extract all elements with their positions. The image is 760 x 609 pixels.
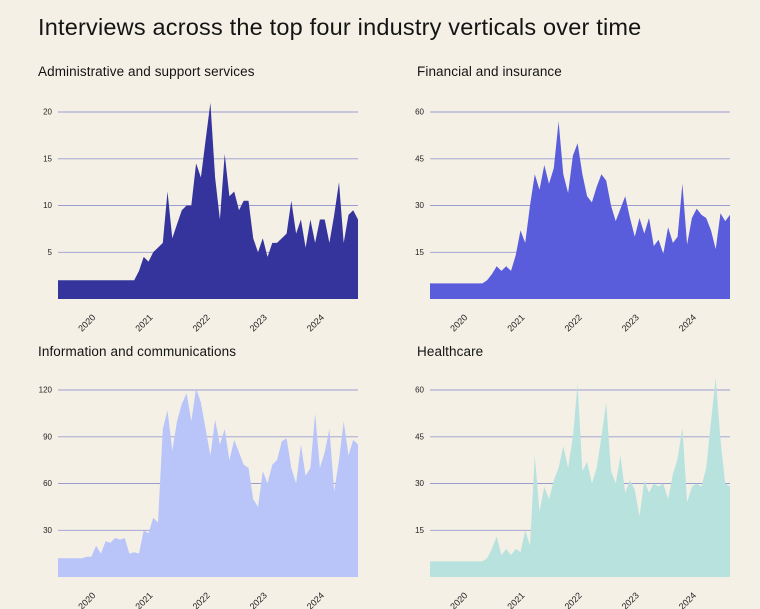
area-path [58, 388, 358, 577]
y-tick-label: 15 [415, 526, 424, 535]
x-tick-label: 2024 [677, 590, 698, 609]
y-tick-label: 60 [43, 479, 52, 488]
chart-title-healthcare: Healthcare [417, 344, 484, 359]
y-tick-label: 20 [43, 108, 52, 117]
area-path [430, 121, 730, 299]
x-tick-label: 2020 [448, 312, 469, 333]
x-tick-label: 2022 [563, 590, 584, 609]
chart-title-information: Information and communications [38, 344, 237, 359]
page-title: Interviews across the top four industry … [38, 14, 642, 40]
y-tick-label: 45 [415, 154, 424, 163]
y-tick-label: 5 [48, 248, 53, 257]
y-tick-label: 30 [415, 201, 424, 210]
y-tick-label: 60 [415, 108, 424, 117]
x-tick-label: 2024 [305, 590, 326, 609]
x-tick-label: 2020 [76, 312, 97, 333]
area-chart-healthcare: 15 30 45 60 2020 2021 2022 2023 2024 [415, 377, 730, 609]
x-tick-label: 2021 [505, 590, 526, 609]
x-tick-label: 2022 [191, 590, 212, 609]
y-tick-label: 120 [39, 386, 53, 395]
y-tick-label: 30 [43, 526, 52, 535]
x-tick-label: 2022 [191, 312, 212, 333]
x-tick-label: 2021 [133, 590, 154, 609]
x-tick-label: 2022 [563, 312, 584, 333]
chart-title-administrative: Administrative and support services [38, 64, 255, 79]
y-tick-label: 15 [43, 154, 52, 163]
x-tick-label: 2020 [448, 590, 469, 609]
y-tick-label: 60 [415, 386, 424, 395]
y-tick-label: 15 [415, 248, 424, 257]
area-path [58, 102, 358, 299]
chart-title-financial: Financial and insurance [417, 64, 562, 79]
x-tick-label: 2024 [677, 312, 698, 333]
x-tick-label: 2024 [305, 312, 326, 333]
area-chart-information: 30 60 90 120 2020 2021 2022 2023 2024 [39, 386, 358, 609]
x-tick-label: 2023 [248, 590, 269, 609]
y-tick-label: 90 [43, 432, 52, 441]
x-tick-label: 2021 [133, 312, 154, 333]
area-path [430, 377, 730, 577]
x-tick-label: 2020 [76, 590, 97, 609]
x-tick-label: 2023 [620, 590, 641, 609]
x-tick-label: 2021 [505, 312, 526, 333]
x-tick-label: 2023 [248, 312, 269, 333]
y-tick-label: 30 [415, 479, 424, 488]
x-tick-label: 2023 [620, 312, 641, 333]
area-chart-financial: 15 30 45 60 2020 2021 2022 2023 2024 [415, 108, 730, 334]
y-tick-label: 45 [415, 432, 424, 441]
y-tick-label: 10 [43, 201, 52, 210]
